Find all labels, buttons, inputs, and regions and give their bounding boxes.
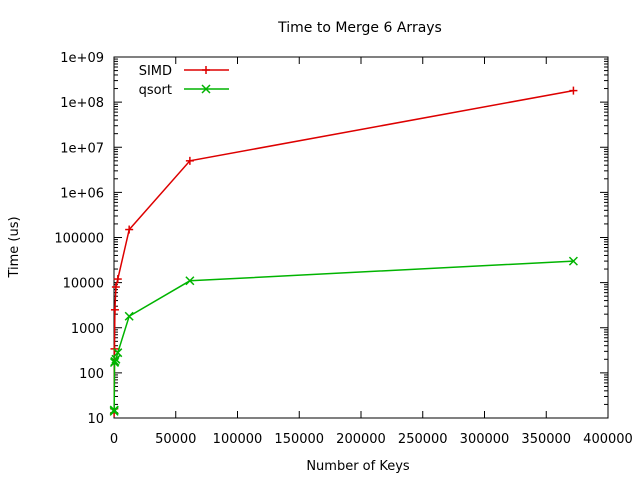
- series-point-qsort-4: [111, 354, 121, 364]
- legend-marker-SIMD: [202, 66, 210, 74]
- x-tick-label-0: 0: [110, 432, 118, 447]
- y-tick-label-5: 1e+06: [60, 186, 104, 201]
- chart-title: Time to Merge 6 Arrays: [277, 20, 442, 36]
- series-point-qsort-6: [124, 311, 134, 321]
- series-point-qsort-3: [110, 356, 120, 366]
- series-point-SIMD-3: [110, 305, 119, 314]
- y-tick-label-0: 10: [87, 412, 104, 427]
- x-tick-label-4: 200000: [336, 432, 386, 447]
- series-point-SIMD-6: [125, 225, 134, 234]
- legend-label-qsort: qsort: [139, 83, 172, 98]
- x-tick-label-8: 400000: [583, 432, 633, 447]
- y-tick-label-7: 1e+08: [60, 96, 104, 111]
- y-tick-label-2: 1000: [71, 322, 104, 337]
- series-point-SIMD-5: [113, 275, 122, 284]
- y-axis-label: Time (us): [7, 216, 22, 278]
- series-point-qsort-7: [185, 276, 195, 286]
- series-point-qsort-8: [568, 256, 578, 266]
- plot-area: 0 50000 100000 150000 200000 250000 300000 3500…: [54, 51, 632, 447]
- y-tick-label-1: 100: [79, 367, 104, 382]
- series-point-qsort-1: [109, 405, 119, 415]
- series-line-qsort: [113, 260, 574, 412]
- plot-border: [113, 56, 609, 419]
- x-tick-label-7: 350000: [521, 432, 571, 447]
- y-tick-label-8: 1e+09: [60, 51, 104, 66]
- y-tick-label-3: 10000: [63, 277, 104, 292]
- x-axis-label: Number of Keys: [306, 459, 410, 474]
- y-tick-label-6: 1e+07: [60, 141, 104, 156]
- legend-label-SIMD: SIMD: [139, 64, 172, 79]
- series-line-SIMD: [113, 89, 574, 413]
- x-tick-label-5: 250000: [398, 432, 448, 447]
- x-tick-label-2: 100000: [213, 432, 263, 447]
- series-point-SIMD-8: [569, 86, 578, 95]
- x-tick-label-3: 150000: [274, 432, 324, 447]
- series-point-SIMD-7: [185, 156, 194, 165]
- legend-marker-qsort: [201, 84, 211, 94]
- x-tick-label-6: 300000: [460, 432, 510, 447]
- series-point-SIMD-4: [111, 282, 120, 291]
- y-tick-label-4: 100000: [54, 232, 104, 247]
- x-tick-label-1: 50000: [155, 432, 196, 447]
- series-point-qsort-0: [109, 406, 119, 416]
- series-point-qsort-5: [113, 348, 123, 358]
